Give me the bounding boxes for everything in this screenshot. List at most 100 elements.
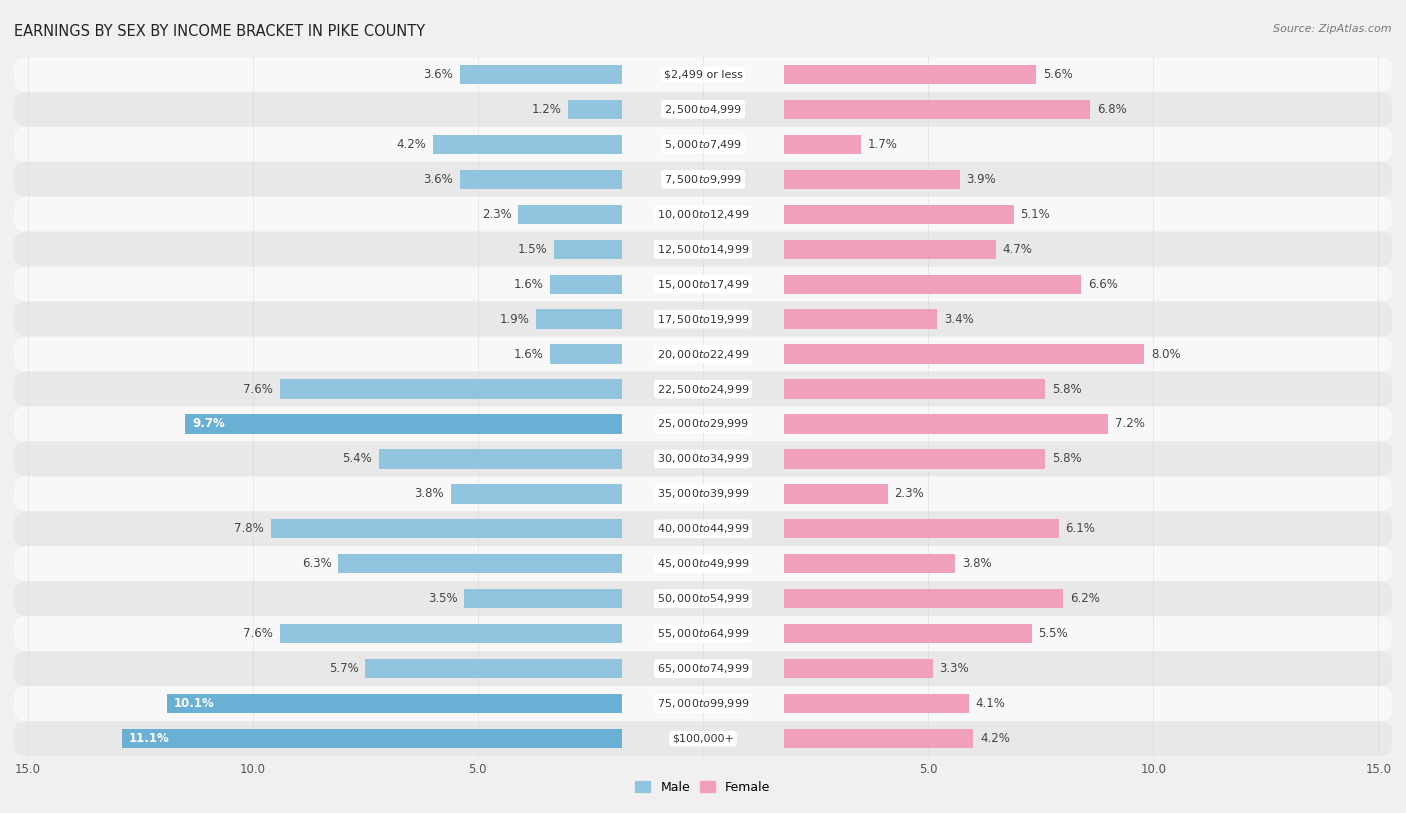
FancyBboxPatch shape (14, 232, 1392, 267)
Bar (378, 450, 621, 468)
Text: 10.1%: 10.1% (174, 698, 215, 710)
Bar (433, 135, 621, 154)
Text: 6.2%: 6.2% (1070, 593, 1099, 605)
Text: $2,500 to $4,999: $2,500 to $4,999 (664, 103, 742, 115)
Text: $7,500 to $9,999: $7,500 to $9,999 (664, 173, 742, 185)
Bar (785, 415, 1108, 433)
Text: $20,000 to $22,499: $20,000 to $22,499 (657, 348, 749, 360)
Text: $25,000 to $29,999: $25,000 to $29,999 (657, 418, 749, 430)
Text: $40,000 to $44,999: $40,000 to $44,999 (657, 523, 749, 535)
FancyBboxPatch shape (14, 581, 1392, 616)
Bar (280, 624, 621, 643)
Bar (785, 589, 1063, 608)
Text: 5.4%: 5.4% (342, 453, 373, 465)
Bar (785, 135, 860, 154)
Bar (785, 520, 1059, 538)
Bar (550, 275, 621, 293)
Text: 6.3%: 6.3% (302, 558, 332, 570)
Text: 6.1%: 6.1% (1066, 523, 1095, 535)
Text: 1.9%: 1.9% (499, 313, 530, 325)
Text: $17,500 to $19,999: $17,500 to $19,999 (657, 313, 749, 325)
Bar (785, 310, 938, 328)
Text: 2.3%: 2.3% (482, 208, 512, 220)
Text: 1.5%: 1.5% (517, 243, 548, 255)
Text: 5.5%: 5.5% (1039, 628, 1069, 640)
Text: 3.8%: 3.8% (415, 488, 444, 500)
Bar (167, 694, 621, 713)
Bar (785, 65, 1036, 84)
Text: 8.0%: 8.0% (1152, 348, 1181, 360)
Bar (537, 310, 621, 328)
FancyBboxPatch shape (14, 127, 1392, 162)
FancyBboxPatch shape (14, 686, 1392, 721)
Text: $15,000 to $17,499: $15,000 to $17,499 (657, 278, 749, 290)
Text: 1.2%: 1.2% (531, 103, 561, 115)
Text: 5.6%: 5.6% (1043, 68, 1073, 80)
FancyBboxPatch shape (14, 511, 1392, 546)
Bar (785, 275, 1081, 293)
Bar (785, 694, 969, 713)
Bar (460, 170, 621, 189)
Text: 3.6%: 3.6% (423, 68, 453, 80)
Text: $2,499 or less: $2,499 or less (664, 69, 742, 80)
Text: $22,500 to $24,999: $22,500 to $24,999 (657, 383, 749, 395)
Legend: Male, Female: Male, Female (630, 776, 776, 799)
Bar (785, 659, 932, 678)
Text: 6.6%: 6.6% (1088, 278, 1118, 290)
Text: 11.1%: 11.1% (129, 733, 170, 745)
FancyBboxPatch shape (14, 372, 1392, 406)
Text: $5,000 to $7,499: $5,000 to $7,499 (664, 138, 742, 150)
Bar (186, 415, 621, 433)
FancyBboxPatch shape (14, 476, 1392, 511)
Text: 1.6%: 1.6% (513, 348, 543, 360)
Bar (785, 485, 887, 503)
Bar (550, 345, 621, 363)
Bar (785, 240, 995, 259)
Text: 3.5%: 3.5% (427, 593, 457, 605)
Text: 3.9%: 3.9% (966, 173, 997, 185)
FancyBboxPatch shape (14, 651, 1392, 686)
Text: 3.4%: 3.4% (943, 313, 973, 325)
Text: 7.8%: 7.8% (235, 523, 264, 535)
Bar (519, 205, 621, 224)
Text: 9.7%: 9.7% (193, 418, 225, 430)
Text: 7.6%: 7.6% (243, 628, 273, 640)
Text: 4.2%: 4.2% (396, 138, 426, 150)
Text: $75,000 to $99,999: $75,000 to $99,999 (657, 698, 749, 710)
Text: 4.2%: 4.2% (980, 733, 1010, 745)
Bar (785, 100, 1090, 119)
Bar (785, 729, 973, 748)
Text: $55,000 to $64,999: $55,000 to $64,999 (657, 628, 749, 640)
FancyBboxPatch shape (14, 441, 1392, 476)
Bar (460, 65, 621, 84)
Text: $100,000+: $100,000+ (672, 733, 734, 744)
Text: 7.6%: 7.6% (243, 383, 273, 395)
FancyBboxPatch shape (14, 57, 1392, 92)
Text: 3.6%: 3.6% (423, 173, 453, 185)
Text: 5.8%: 5.8% (1052, 383, 1081, 395)
Text: $10,000 to $12,499: $10,000 to $12,499 (657, 208, 749, 220)
Bar (785, 554, 955, 573)
Bar (366, 659, 621, 678)
FancyBboxPatch shape (14, 721, 1392, 756)
Text: 3.3%: 3.3% (939, 663, 969, 675)
FancyBboxPatch shape (14, 616, 1392, 651)
Text: 5.1%: 5.1% (1021, 208, 1050, 220)
Text: 3.8%: 3.8% (962, 558, 991, 570)
Text: 1.7%: 1.7% (868, 138, 897, 150)
FancyBboxPatch shape (14, 92, 1392, 127)
Bar (464, 589, 621, 608)
Bar (280, 380, 621, 398)
Bar (785, 624, 1032, 643)
Text: 4.7%: 4.7% (1002, 243, 1032, 255)
Text: $65,000 to $74,999: $65,000 to $74,999 (657, 663, 749, 675)
FancyBboxPatch shape (14, 197, 1392, 232)
Bar (339, 554, 621, 573)
Text: $50,000 to $54,999: $50,000 to $54,999 (657, 593, 749, 605)
FancyBboxPatch shape (14, 337, 1392, 372)
Bar (785, 450, 1045, 468)
FancyBboxPatch shape (14, 302, 1392, 337)
Text: 2.3%: 2.3% (894, 488, 924, 500)
Bar (785, 345, 1144, 363)
Text: $35,000 to $39,999: $35,000 to $39,999 (657, 488, 749, 500)
